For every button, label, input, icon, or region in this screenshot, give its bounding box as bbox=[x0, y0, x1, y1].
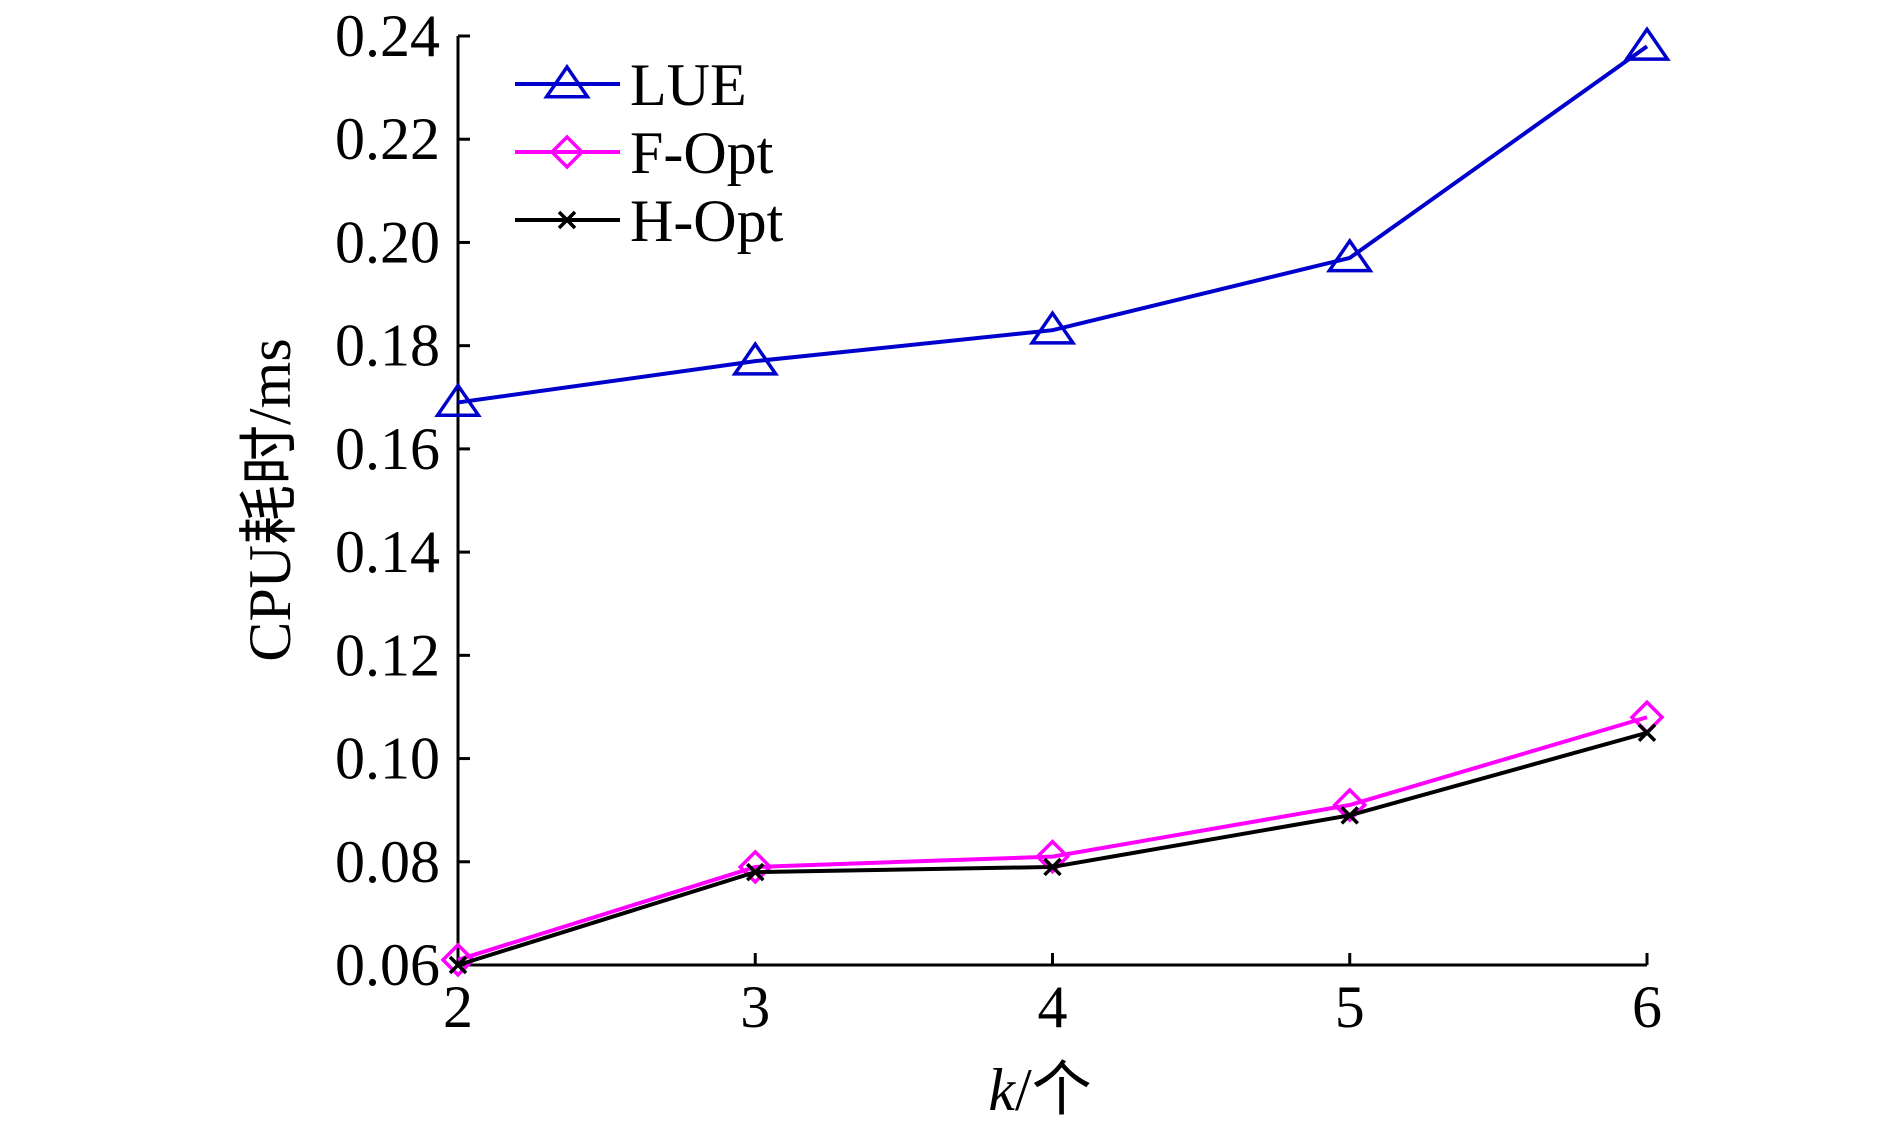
data-point-lue bbox=[434, 382, 482, 417]
x-tick-label: 6 bbox=[1632, 974, 1662, 1040]
x-axis-label: k/个 bbox=[988, 1057, 1091, 1123]
legend-label-f-opt: F-Opt bbox=[630, 120, 774, 186]
data-point-h-opt bbox=[1637, 723, 1657, 742]
x-marker-stroke bbox=[1340, 806, 1359, 825]
data-point-f-opt bbox=[440, 942, 476, 978]
legend-marker-f-opt bbox=[549, 134, 585, 170]
y-ticks: 0.06 0.08 0.10 0.12 0.14 0.16 0.18 0.20 0.22 0.24 bbox=[335, 3, 470, 998]
data-point-f-opt bbox=[737, 849, 773, 885]
y-tick-label: 0.06 bbox=[335, 932, 440, 998]
legend-marker-h-opt bbox=[557, 210, 577, 230]
data-point-h-opt bbox=[1043, 857, 1062, 877]
y-tick-label: 0.16 bbox=[335, 416, 440, 482]
x-tick-label: 4 bbox=[1038, 974, 1068, 1040]
x-tick-label: 2 bbox=[443, 974, 473, 1040]
data-point-lue bbox=[1623, 26, 1671, 61]
series-line-lue bbox=[457, 44, 1649, 405]
legend-item-f-opt: F-Opt bbox=[515, 120, 774, 186]
y-tick-label: 0.24 bbox=[335, 3, 440, 69]
x-marker-stroke bbox=[1637, 723, 1657, 742]
x-marker-stroke bbox=[557, 210, 577, 230]
data-point-f-opt bbox=[1035, 839, 1070, 875]
y-tick-label: 0.12 bbox=[335, 622, 440, 688]
legend-item-h-opt: H-Opt bbox=[515, 188, 784, 254]
y-tick-label: 0.18 bbox=[335, 313, 440, 379]
y-tick-label: 0.20 bbox=[335, 209, 440, 275]
legend-label-lue: LUE bbox=[630, 52, 747, 118]
data-point-h-opt bbox=[1340, 806, 1359, 825]
y-tick-label: 0.10 bbox=[335, 726, 440, 792]
series-group bbox=[434, 26, 1671, 978]
data-point-lue bbox=[1028, 310, 1077, 345]
legend-label-h-opt: H-Opt bbox=[630, 188, 784, 254]
x-tick-label: 5 bbox=[1335, 974, 1365, 1040]
legend-marker-lue bbox=[543, 63, 591, 99]
y-tick-label: 0.14 bbox=[335, 519, 440, 585]
x-axis-variable: k bbox=[988, 1057, 1016, 1123]
data-point-lue bbox=[731, 341, 779, 376]
data-point-h-opt bbox=[746, 862, 765, 882]
x-axis-unit: /个 bbox=[1015, 1057, 1092, 1123]
x-marker-stroke bbox=[746, 862, 765, 882]
data-point-h-opt bbox=[448, 955, 468, 975]
y-axis-label: CPU耗时/ms bbox=[237, 338, 303, 661]
y-tick-label: 0.22 bbox=[335, 106, 440, 172]
data-point-f-opt bbox=[1332, 787, 1368, 823]
y-tick-label: 0.08 bbox=[335, 829, 440, 895]
x-tick-label: 3 bbox=[740, 974, 770, 1040]
series-line-h-opt bbox=[457, 730, 1648, 967]
series-line-f-opt bbox=[457, 715, 1648, 962]
series-f-opt bbox=[440, 699, 1665, 978]
x-marker-stroke bbox=[448, 955, 468, 975]
series-h-opt bbox=[448, 723, 1657, 975]
data-point-lue bbox=[1326, 237, 1374, 273]
legend-item-lue: LUE bbox=[515, 52, 747, 118]
series-lue bbox=[434, 26, 1671, 417]
x-marker-stroke bbox=[1043, 857, 1062, 877]
